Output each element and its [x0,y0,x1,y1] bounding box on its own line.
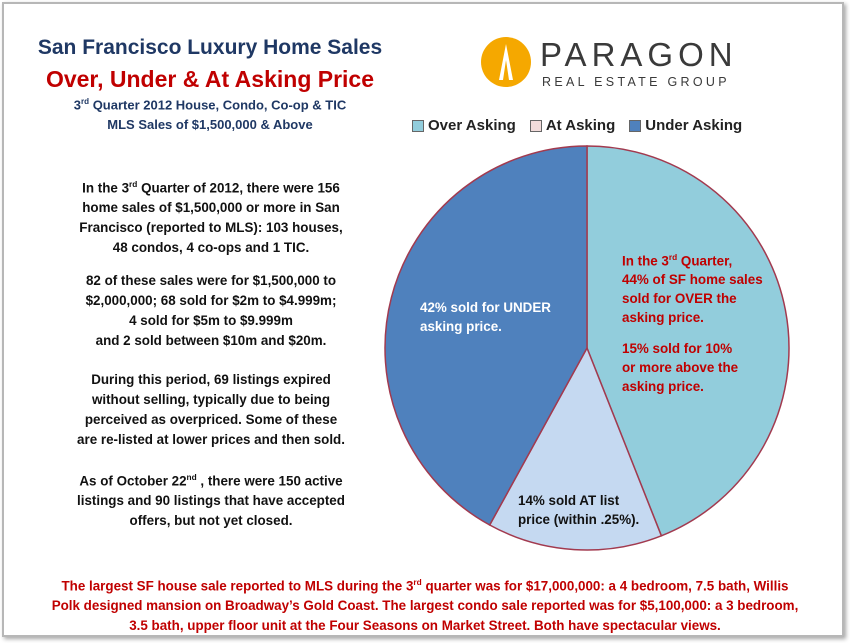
page-title: San Francisco Luxury Home Sales [37,36,383,59]
chart-legend: Over Asking At Asking Under Asking [412,117,756,134]
price-range-paragraph: 82 of these sales were for $1,500,000 to… [85,273,337,348]
price-caption: MLS Sales of $1,500,000 & Above [107,117,313,132]
quarter-caption: 3rd Quarter 2012 House, Condo, Co-op & T… [73,97,347,113]
at-asking-annotation: 14% sold AT list price (within .25%). [518,493,640,527]
paragon-logo-icon [481,37,531,87]
legend-swatch-under [629,119,642,132]
footer-note: The largest SF house sale reported to ML… [51,577,799,634]
legend-label-over: Over Asking [428,117,516,134]
over-asking-annotation: In the 3rd Quarter, 44% of SF home sales… [622,252,763,395]
legend-swatch-over [412,119,424,132]
pie-slice-under-asking [384,145,588,527]
pie-slice-at-asking [488,346,663,551]
active-listings-paragraph: As of October 22nd , there were 150 acti… [77,472,345,529]
logo-tagline: REAL ESTATE GROUP [542,75,730,89]
pie-chart [384,145,790,551]
legend-item-under: Under Asking [629,117,742,134]
under-asking-annotation: 42% sold for UNDER asking price. [420,300,551,334]
legend-label-at: At Asking [545,117,616,134]
legend-item-over: Over Asking [412,117,516,134]
expired-listings-paragraph: During this period, 69 listings expired … [77,372,345,447]
summary-paragraph: In the 3rd Quarter of 2012, there were 1… [79,179,343,256]
legend-label-under: Under Asking [645,117,743,134]
pie-slice-over-asking [586,145,790,537]
page-subtitle: Over, Under & At Asking Price [45,66,375,92]
legend-item-at: At Asking [529,117,616,134]
logo-name: PARAGON [540,36,738,73]
legend-swatch-at [529,119,542,132]
